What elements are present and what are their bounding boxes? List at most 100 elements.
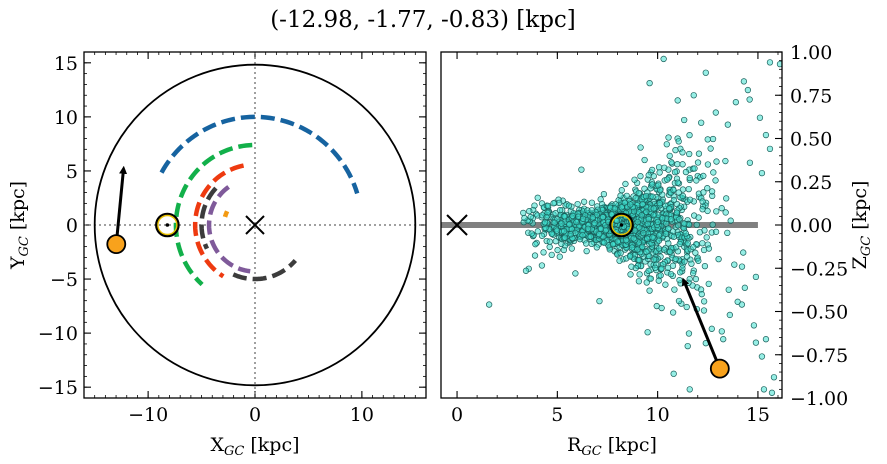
object-marker bbox=[106, 234, 127, 255]
scatter-point bbox=[561, 213, 568, 220]
scatter-point bbox=[700, 307, 708, 314]
scatter-point bbox=[672, 255, 679, 263]
scatter-point bbox=[704, 185, 711, 192]
scatter-point bbox=[541, 219, 549, 226]
scatter-point bbox=[726, 311, 733, 319]
scatter-point bbox=[692, 275, 700, 283]
figure-title: (-12.98, -1.77, -0.83) [kpc] bbox=[270, 7, 576, 33]
scatter-point bbox=[628, 263, 635, 270]
y-tick-label: −0.75 bbox=[790, 345, 848, 367]
scatter-point bbox=[704, 136, 711, 143]
scatter-point bbox=[707, 145, 714, 152]
scatter-point bbox=[686, 386, 693, 393]
scatter-point bbox=[704, 161, 712, 168]
scatter-point bbox=[634, 246, 641, 253]
scatter-point bbox=[660, 246, 668, 253]
scatter-point bbox=[601, 239, 608, 246]
scatter-point bbox=[699, 240, 706, 247]
scatter-point bbox=[578, 166, 585, 173]
scatter-point bbox=[608, 211, 616, 218]
scatter-point bbox=[631, 176, 638, 183]
left-axes-frame bbox=[83, 51, 427, 399]
galaxy-boundary-circle bbox=[93, 63, 417, 387]
scatter-point bbox=[520, 209, 527, 217]
scatter-point bbox=[589, 214, 596, 221]
scatter-point bbox=[630, 235, 637, 242]
scatter-point bbox=[776, 60, 782, 68]
velocity-arrow bbox=[681, 277, 722, 370]
scatter-point bbox=[485, 301, 493, 308]
scatter-point bbox=[579, 215, 587, 222]
scatter-point bbox=[649, 166, 656, 174]
scatter-point bbox=[670, 233, 677, 240]
scatter-point bbox=[658, 304, 665, 312]
scatter-point bbox=[538, 232, 546, 239]
scatter-point bbox=[543, 213, 550, 221]
scatter-point bbox=[700, 172, 707, 180]
scatter-point bbox=[635, 256, 643, 264]
scatter-point bbox=[522, 267, 530, 274]
scatter-point bbox=[638, 212, 645, 219]
scatter-point bbox=[611, 205, 618, 212]
scatter-point bbox=[583, 247, 590, 255]
scatter-point bbox=[671, 169, 679, 176]
scatter-point bbox=[627, 271, 634, 278]
x-tick-label: 0 bbox=[249, 404, 261, 426]
scatter-point bbox=[700, 298, 708, 305]
y-tick-label: 0.00 bbox=[790, 215, 832, 237]
x-tick-label: 5 bbox=[551, 404, 563, 426]
scatter-point bbox=[627, 201, 634, 208]
scatter-point bbox=[588, 240, 595, 248]
scatter-point bbox=[669, 309, 677, 316]
y-tick-label: −0.50 bbox=[790, 302, 848, 324]
x-tick-label: 10 bbox=[646, 404, 670, 426]
scatter-point bbox=[609, 241, 617, 248]
scatter-point bbox=[768, 389, 776, 396]
scatter-point bbox=[686, 196, 694, 203]
scatter-point bbox=[561, 234, 569, 241]
scatter-point bbox=[705, 245, 713, 252]
scatter-point bbox=[671, 286, 678, 293]
scatter-point bbox=[567, 231, 574, 238]
scatter-point bbox=[636, 224, 643, 231]
scatter-point bbox=[688, 260, 695, 267]
scatter-point bbox=[669, 262, 677, 269]
scatter-point bbox=[644, 329, 651, 336]
scatter-point bbox=[690, 92, 697, 99]
right-ticks bbox=[456, 51, 782, 399]
spiral-arm bbox=[206, 185, 251, 274]
scatter-point bbox=[695, 257, 702, 264]
sun-marker bbox=[155, 212, 180, 238]
sun-dot bbox=[619, 223, 624, 227]
scatter-point bbox=[702, 69, 709, 76]
scatter-point bbox=[679, 192, 687, 200]
scatter-point bbox=[699, 198, 706, 205]
scatter-point bbox=[758, 353, 766, 360]
y-tick-label: 5 bbox=[66, 161, 78, 183]
y-tick-label: −15 bbox=[38, 377, 78, 399]
scatter-point bbox=[696, 229, 704, 236]
scatter-point bbox=[538, 262, 546, 269]
scatter-point bbox=[660, 55, 667, 63]
left-y-axis-label: YGC [kpc] bbox=[7, 181, 32, 270]
scatter-point bbox=[746, 159, 754, 166]
scatter-point bbox=[639, 243, 646, 250]
scatter-point bbox=[690, 244, 697, 251]
scatter-point bbox=[700, 189, 707, 196]
scatter-point bbox=[657, 272, 664, 279]
scatter-point bbox=[584, 225, 592, 232]
scatter-point bbox=[644, 235, 651, 242]
scatter-point bbox=[650, 256, 658, 263]
scatter-point bbox=[616, 257, 623, 264]
scatter-point bbox=[591, 220, 598, 227]
scatter-point bbox=[637, 144, 644, 151]
scatter-point bbox=[703, 234, 710, 241]
right-panel: 0 5 10 15 −1.00 −0.75 −0.50 −0.25 0.00 0.25 0.50 0.… bbox=[440, 42, 874, 459]
scatter-point bbox=[618, 187, 625, 194]
scatter-point bbox=[617, 249, 624, 257]
scatter-point bbox=[676, 277, 683, 284]
scatter-point bbox=[614, 238, 621, 245]
scatter-point bbox=[599, 213, 606, 221]
scatter-point bbox=[741, 284, 748, 291]
scatter-point bbox=[715, 256, 722, 263]
